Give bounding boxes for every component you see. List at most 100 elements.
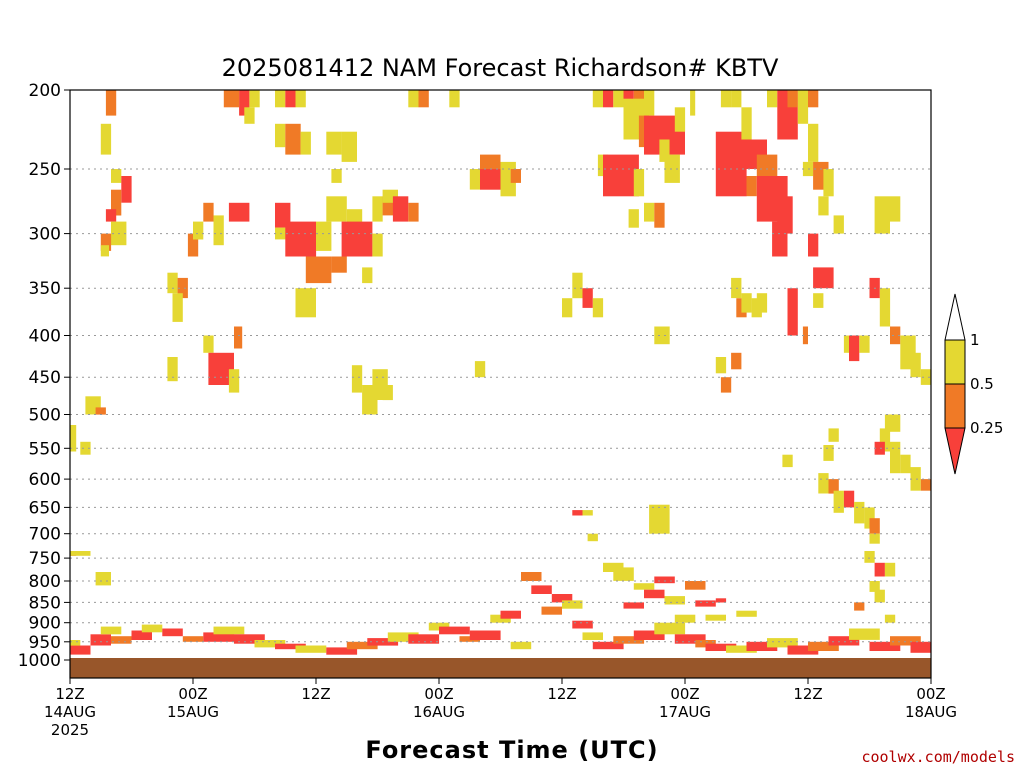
ri-cell-0.5-1 bbox=[649, 504, 670, 534]
ri-cell-0.5-1 bbox=[582, 510, 593, 516]
ri-cell-0.5-1 bbox=[351, 365, 363, 393]
ri-cell-0.5-1 bbox=[408, 90, 419, 108]
y-tick-label-850: 850 bbox=[29, 593, 61, 613]
ri-cell-0.5-1 bbox=[316, 221, 332, 251]
ri-streak-lt-0.25 bbox=[654, 576, 675, 584]
ri-cell-lt-0.25 bbox=[603, 90, 614, 108]
colorbar-label-1: 1 bbox=[970, 331, 980, 349]
ri-cell-0.5-1 bbox=[100, 245, 109, 257]
ri-cell-0.25-0.5 bbox=[100, 233, 112, 251]
y-tick-label-900: 900 bbox=[29, 614, 61, 634]
ri-streak-lt-0.25 bbox=[203, 632, 235, 642]
ri-streak-lt-0.25 bbox=[715, 598, 727, 603]
ri-cell-0.5-1 bbox=[854, 501, 865, 524]
ri-streak-0.5-1 bbox=[705, 614, 726, 621]
ri-streak-0.25-0.5 bbox=[613, 636, 645, 644]
ri-streak-lt-0.25 bbox=[746, 641, 778, 651]
ri-cell-0.5-1 bbox=[249, 90, 260, 108]
ri-cell-0.5-1 bbox=[818, 473, 829, 494]
ri-streak-0.25-0.5 bbox=[541, 606, 562, 615]
x-tick-label-7-1: 00Z bbox=[916, 685, 945, 703]
x-tick-label-0-1: 12Z bbox=[55, 685, 84, 703]
ri-cell-0.25-0.5 bbox=[305, 256, 332, 284]
y-tick-label-400: 400 bbox=[29, 327, 61, 347]
ri-cell-0.5-1 bbox=[813, 293, 824, 308]
ri-cell-0.5-1 bbox=[884, 614, 896, 623]
ri-streak-lt-0.25 bbox=[275, 643, 306, 650]
ri-cell-0.5-1 bbox=[587, 533, 598, 542]
ri-cell-0.5-1 bbox=[331, 169, 342, 183]
x-tick-label-3-2: 16AUG bbox=[413, 703, 465, 721]
ri-streak-lt-0.25 bbox=[644, 589, 665, 599]
x-tick-label-5-1: 00Z bbox=[670, 685, 699, 703]
ri-streak-lt-0.25 bbox=[592, 641, 624, 650]
ri-cell-0.25-0.5 bbox=[285, 123, 301, 155]
ri-streak-0.5-1 bbox=[387, 632, 419, 642]
ri-cell-lt-0.25 bbox=[603, 154, 639, 197]
ri-streak-0.25-0.5 bbox=[111, 636, 132, 644]
ri-cell-0.25-0.5 bbox=[854, 602, 865, 611]
ri-cell-0.25-0.5 bbox=[177, 277, 188, 299]
y-tick-label-250: 250 bbox=[29, 160, 61, 180]
colorbar-label-0.25: 0.25 bbox=[970, 419, 1003, 437]
ri-cell-0.5-1 bbox=[633, 169, 645, 197]
ri-cell-0.5-1 bbox=[295, 288, 316, 318]
ri-cell-0.5-1 bbox=[910, 467, 921, 491]
ri-cell-0.5-1 bbox=[756, 293, 768, 313]
ri-cell-0.5-1 bbox=[767, 90, 778, 108]
ri-cell-0.5-1 bbox=[449, 90, 460, 108]
y-tick-label-600: 600 bbox=[29, 470, 61, 490]
ri-streak-lt-0.25 bbox=[131, 630, 152, 640]
ri-cell-0.25-0.5 bbox=[828, 479, 839, 494]
ri-cell-0.5-1 bbox=[592, 298, 604, 318]
ri-cell-0.25-0.5 bbox=[890, 326, 901, 345]
ri-cell-0.25-0.5 bbox=[869, 518, 880, 534]
ri-streak-lt-0.25 bbox=[572, 620, 593, 629]
colorbar-label-0.5: 0.5 bbox=[970, 375, 994, 393]
y-tick-label-950: 950 bbox=[29, 633, 61, 653]
ri-cell-0.5-1 bbox=[797, 90, 809, 124]
ri-cell-lt-0.25 bbox=[275, 202, 291, 228]
ri-cell-0.5-1 bbox=[715, 357, 727, 374]
y-tick-label-700: 700 bbox=[29, 525, 61, 545]
ri-cell-0.5-1 bbox=[828, 428, 839, 442]
ri-cell-0.5-1 bbox=[341, 131, 357, 162]
ri-streak-0.25-0.5 bbox=[521, 572, 542, 581]
ri-cell-0.5-1 bbox=[823, 169, 834, 197]
ri-cell-0.25-0.5 bbox=[111, 189, 122, 216]
y-tick-label-450: 450 bbox=[29, 368, 61, 388]
ri-cell-0.5-1 bbox=[874, 196, 890, 234]
ri-cell-lt-0.25 bbox=[843, 490, 855, 508]
ri-cell-0.5-1 bbox=[628, 209, 639, 228]
ri-streak-0.5-1 bbox=[582, 632, 603, 640]
ri-cell-lt-0.25 bbox=[772, 221, 788, 257]
ri-streak-0.5-1 bbox=[562, 600, 583, 609]
ri-streak-lt-0.25 bbox=[633, 630, 665, 640]
chart-title: 2025081412 NAM Forecast Richardson# KBTV bbox=[222, 54, 779, 82]
ri-cell-0.5-1 bbox=[823, 445, 834, 461]
ri-cell-0.5-1 bbox=[690, 90, 696, 116]
ri-cell-0.25-0.5 bbox=[331, 256, 347, 273]
ri-cell-0.25-0.5 bbox=[731, 352, 742, 370]
x-tick-label-7-2: 18AUG bbox=[905, 703, 957, 721]
y-tick-label-500: 500 bbox=[29, 406, 61, 426]
ri-cell-lt-0.25 bbox=[392, 196, 409, 222]
ri-cell-0.25-0.5 bbox=[720, 377, 732, 393]
ri-cell-0.5-1 bbox=[572, 272, 583, 299]
ri-cell-0.25-0.5 bbox=[808, 90, 819, 108]
ri-streak-lt-0.25 bbox=[439, 626, 470, 635]
ri-streak-lt-0.25 bbox=[787, 645, 819, 655]
ri-cell-0.25-0.5 bbox=[95, 407, 106, 415]
ri-cell-0.5-1 bbox=[295, 90, 306, 108]
ri-cell-lt-0.25 bbox=[121, 176, 132, 203]
ri-cell-lt-0.25 bbox=[808, 233, 819, 257]
ri-streak-0.25-0.5 bbox=[459, 636, 480, 642]
ri-cell-0.5-1 bbox=[469, 169, 481, 190]
ri-cell-0.5-1 bbox=[203, 335, 214, 353]
ri-cell-0.5-1 bbox=[592, 90, 604, 108]
ri-cell-lt-0.25 bbox=[285, 90, 296, 108]
ri-cell-0.25-0.5 bbox=[234, 326, 243, 349]
ri-cell-0.5-1 bbox=[874, 589, 885, 603]
ri-cell-0.5-1 bbox=[70, 551, 91, 556]
